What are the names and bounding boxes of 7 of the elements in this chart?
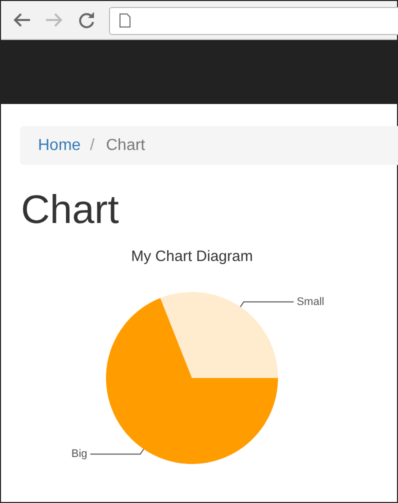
chart-title: My Chart Diagram bbox=[130, 248, 254, 265]
text: / bbox=[90, 136, 94, 156]
text: Home bbox=[38, 136, 81, 156]
slice-label: Small bbox=[296, 296, 324, 308]
text: Chart bbox=[106, 136, 146, 156]
text: Chart bbox=[21, 188, 119, 233]
slice-label: Big bbox=[71, 448, 88, 460]
